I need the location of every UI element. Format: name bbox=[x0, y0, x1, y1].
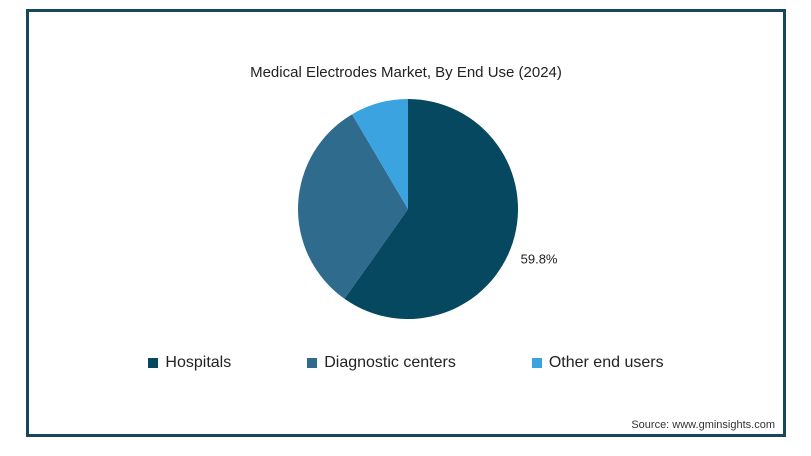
pie-slice-hospitals bbox=[344, 99, 518, 319]
pie-slice-other-end-users bbox=[352, 99, 408, 209]
legend-label: Other end users bbox=[548, 354, 664, 371]
chart-frame: Medical Electrodes Market, By End Use (2… bbox=[26, 9, 786, 437]
legend-swatch bbox=[148, 358, 159, 368]
legend-swatch bbox=[531, 358, 542, 368]
data-label-hospitals: 59.8% bbox=[521, 252, 558, 267]
chart-legend: Hospitals Diagnostic centers Other end use… bbox=[29, 354, 783, 372]
legend-swatch bbox=[307, 358, 318, 368]
legend-label: Hospitals bbox=[165, 354, 232, 371]
legend-item-hospitals: Hospitals bbox=[148, 354, 231, 372]
legend-item-other-end-users: Other end users bbox=[531, 354, 664, 372]
source-note: Source: www.gminsights.com bbox=[631, 419, 775, 431]
pie-slice-diagnostic-centers bbox=[298, 114, 408, 299]
legend-item-diagnostic-centers: Diagnostic centers bbox=[307, 354, 456, 372]
legend-label: Diagnostic centers bbox=[324, 354, 456, 371]
chart-title: Medical Electrodes Market, By End Use (2… bbox=[250, 64, 562, 81]
pie-chart: 59.8% bbox=[298, 99, 558, 319]
